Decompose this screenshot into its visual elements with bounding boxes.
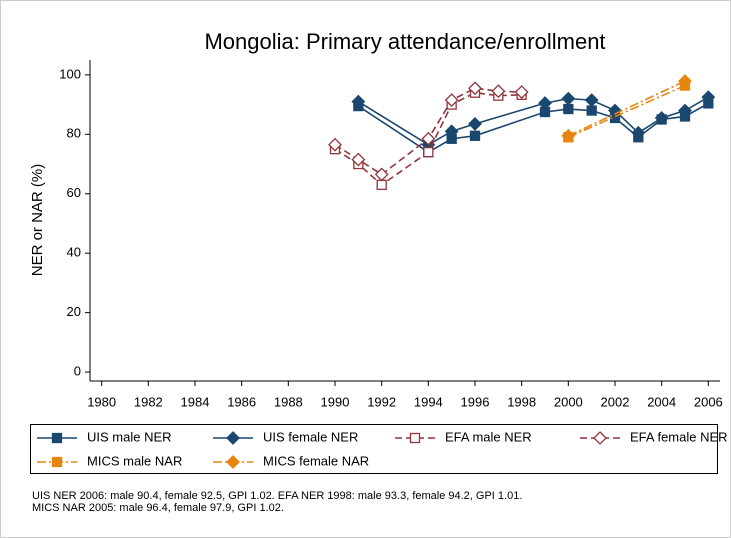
x-tick-label: 1998: [507, 394, 536, 409]
x-tick-label: 1994: [414, 394, 443, 409]
marker: [701, 90, 716, 105]
marker: [563, 103, 574, 115]
marker: [561, 91, 576, 106]
x-tick-label: 2000: [554, 394, 583, 409]
legend-marker: [51, 456, 63, 468]
marker: [351, 152, 366, 167]
marker: [469, 130, 481, 141]
marker: [678, 103, 692, 118]
legend-label: UIS male NER: [87, 429, 172, 444]
marker: [491, 84, 506, 99]
x-tick-label: 1996: [461, 394, 490, 409]
marker: [374, 167, 389, 182]
marker: [421, 131, 436, 146]
marker: [678, 74, 692, 89]
y-tick-label: 0: [74, 364, 81, 379]
y-tick-label: 60: [67, 185, 81, 200]
marker: [468, 116, 482, 131]
x-tick-label: 2002: [601, 394, 630, 409]
y-tick-label: 100: [59, 66, 81, 81]
y-tick-label: 40: [67, 245, 81, 260]
marker: [538, 96, 552, 111]
legend-label: MICS male NAR: [87, 453, 182, 468]
marker: [468, 81, 482, 96]
legend-marker: [226, 431, 240, 445]
marker: [444, 124, 459, 139]
x-tick-label: 1990: [321, 394, 350, 409]
y-axis-label: NER or NAR (%): [29, 164, 46, 277]
chart-title: Mongolia: Primary attendance/enrollment: [204, 29, 605, 54]
x-tick-label: 1988: [274, 394, 303, 409]
x-tick-label: 1986: [227, 394, 256, 409]
x-tick-label: 1992: [367, 394, 396, 409]
marker: [328, 137, 342, 152]
legend-marker: [409, 432, 421, 444]
marker: [561, 128, 576, 143]
legend-label: UIS female NER: [263, 429, 358, 444]
legend-label: EFA male NER: [445, 429, 532, 444]
note: MICS NAR 2005: male 96.4, female 97.9, G…: [32, 502, 284, 514]
legend-label: MICS female NAR: [263, 453, 369, 468]
x-tick-label: 1984: [181, 394, 210, 409]
y-tick-label: 20: [67, 304, 81, 319]
x-tick-label: 1980: [87, 394, 116, 409]
marker: [631, 125, 646, 140]
marker: [586, 105, 597, 116]
series-line: [567, 80, 686, 137]
x-tick-label: 2006: [694, 394, 723, 409]
legend-marker: [226, 455, 240, 469]
x-tick-label: 1982: [134, 394, 163, 409]
series-line: [568, 84, 686, 139]
y-tick-label: 80: [67, 126, 81, 141]
marker: [351, 94, 366, 109]
marker: [423, 146, 434, 158]
x-tick-label: 2004: [647, 394, 676, 409]
note: UIS NER 2006: male 90.4, female 92.5, GP…: [32, 490, 522, 502]
marker: [376, 179, 387, 190]
marker: [584, 93, 599, 108]
legend-box: [30, 424, 718, 474]
legend-label: EFA female NER: [630, 429, 728, 444]
marker: [514, 85, 529, 100]
legend-marker: [593, 431, 607, 445]
marker: [444, 93, 459, 108]
legend-marker: [51, 432, 63, 444]
marker: [654, 111, 669, 125]
